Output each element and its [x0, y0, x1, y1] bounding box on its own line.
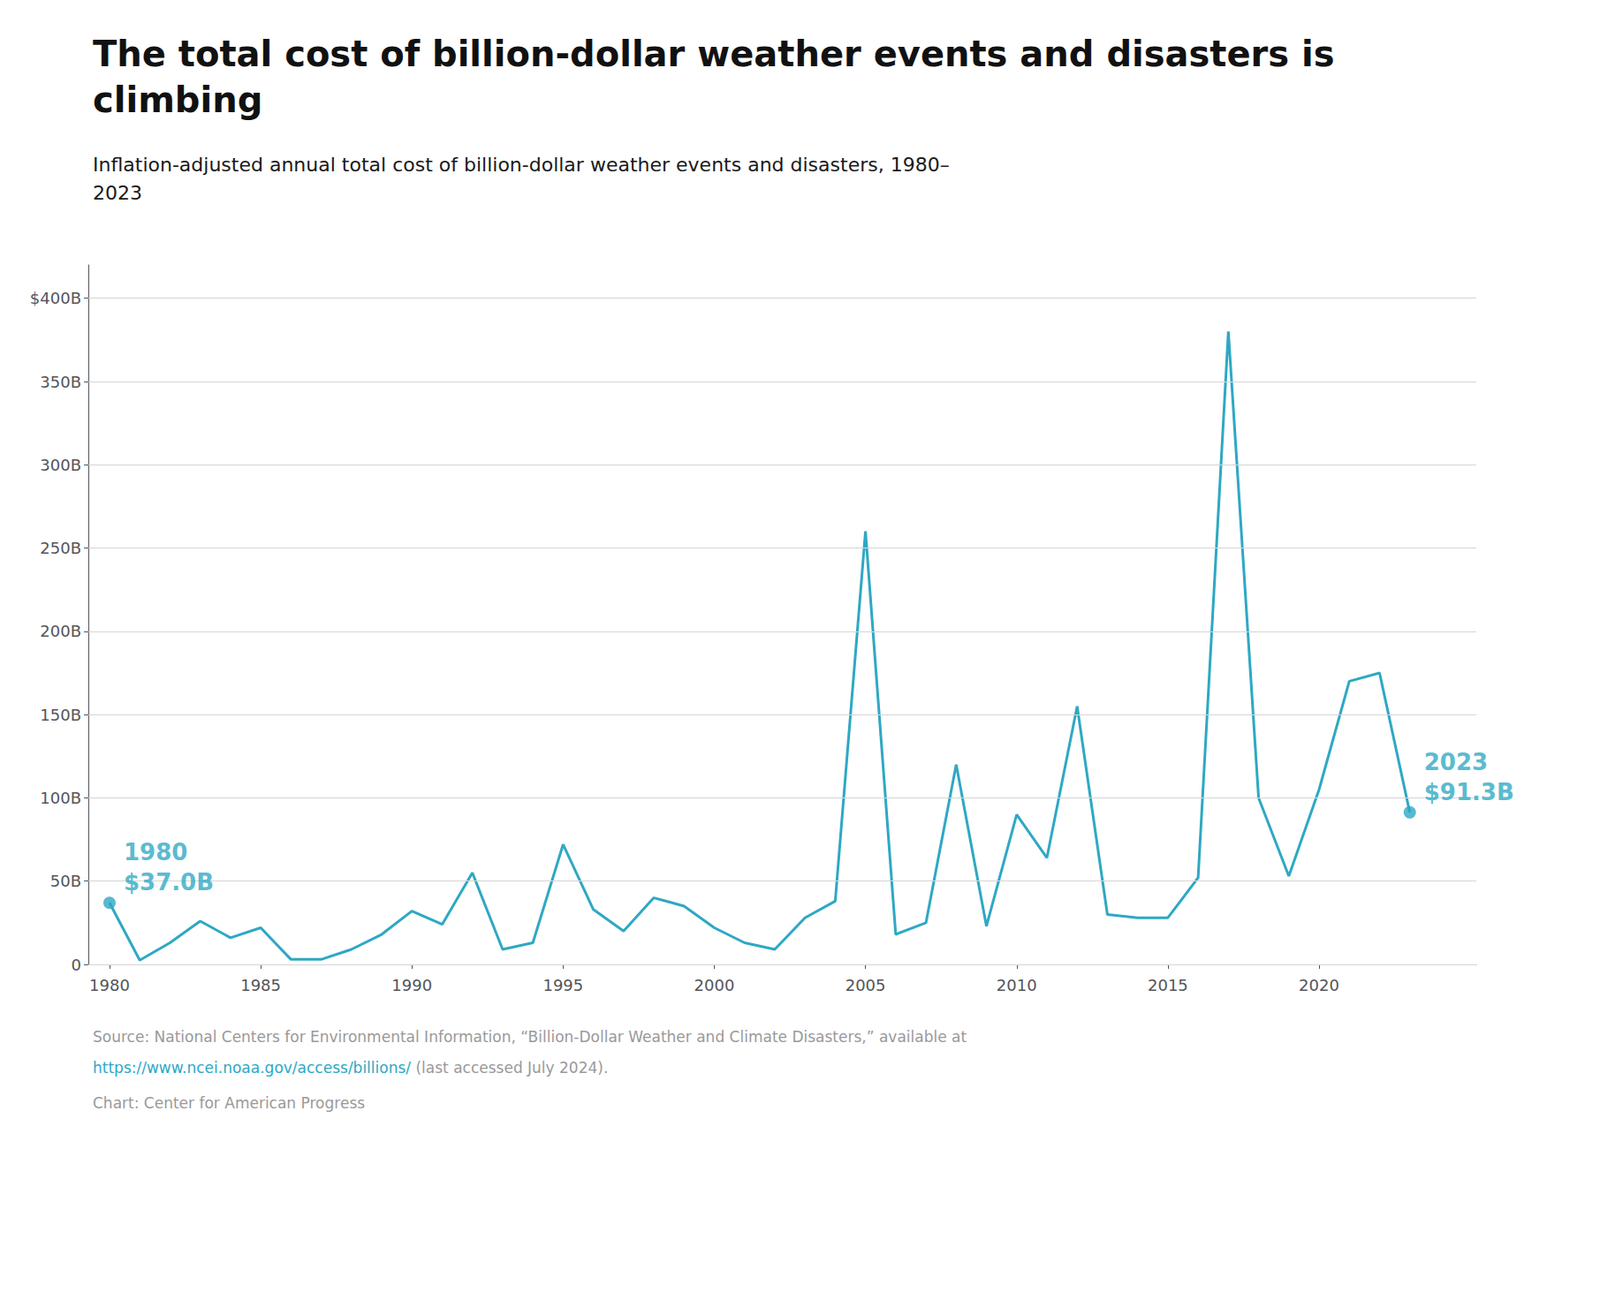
svg-text:1990: 1990: [391, 976, 433, 995]
svg-text:50B: 50B: [50, 872, 82, 891]
svg-text:1980: 1980: [123, 839, 188, 866]
svg-text:2020: 2020: [1298, 976, 1340, 995]
svg-text:Chart: Center for American Pro: Chart: Center for American Progress: [92, 1094, 365, 1113]
svg-text:2010: 2010: [996, 976, 1038, 995]
svg-text:250B: 250B: [39, 538, 82, 558]
svg-text:2023: 2023: [92, 181, 143, 205]
svg-text:1985: 1985: [240, 976, 281, 995]
svg-text:350B: 350B: [39, 372, 82, 392]
svg-text:climbing: climbing: [92, 79, 263, 121]
svg-text:300B: 300B: [39, 455, 82, 475]
svg-text:2000: 2000: [694, 976, 736, 995]
svg-text:https://www.ncei.noaa.gov/acce: https://www.ncei.noaa.gov/access/billion…: [92, 1059, 411, 1077]
svg-text:Source: National Centers for E: Source: National Centers for Environment…: [92, 1028, 967, 1047]
svg-text:(last accessed July 2024).: (last accessed July 2024).: [410, 1059, 608, 1077]
svg-text:1980: 1980: [89, 976, 130, 995]
svg-text:$37.0B: $37.0B: [123, 869, 214, 896]
svg-text:1995: 1995: [542, 976, 584, 995]
svg-text:2023: 2023: [1424, 749, 1488, 776]
svg-text:$91.3B: $91.3B: [1424, 779, 1515, 806]
svg-text:200B: 200B: [39, 621, 82, 641]
svg-text:Inflation-adjusted annual tota: Inflation-adjusted annual total cost of …: [92, 153, 950, 176]
svg-text:2005: 2005: [845, 976, 887, 995]
svg-text:150B: 150B: [39, 705, 82, 725]
svg-text:100B: 100B: [39, 788, 82, 808]
svg-text:The total cost of billion-doll: The total cost of billion-dollar weather…: [92, 33, 1335, 75]
svg-text:$400B: $400B: [30, 288, 82, 308]
svg-text:0: 0: [71, 955, 82, 975]
svg-text:2015: 2015: [1147, 976, 1189, 995]
